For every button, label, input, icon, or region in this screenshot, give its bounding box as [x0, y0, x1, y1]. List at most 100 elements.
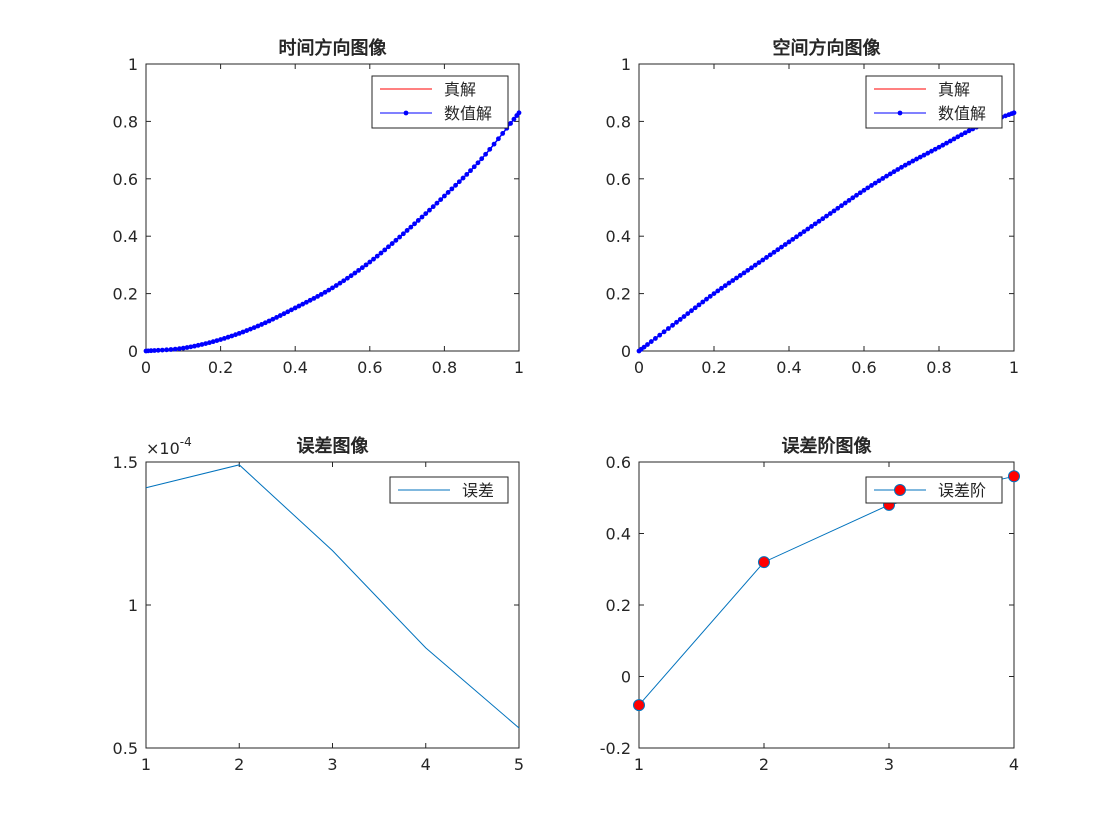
legend-label: 真解 — [444, 80, 476, 99]
data-point — [192, 343, 197, 349]
data-point — [333, 283, 339, 288]
x-tick-label: 2 — [234, 755, 244, 774]
data-point — [820, 216, 826, 222]
y-tick-label: 1.5 — [113, 453, 138, 472]
data-point — [947, 138, 953, 144]
data-point — [670, 322, 675, 328]
data-point — [311, 295, 317, 301]
data-point — [681, 314, 687, 319]
data-point — [801, 229, 807, 235]
data-point — [259, 322, 265, 327]
x-tick-label: 1 — [1009, 358, 1019, 377]
data-point — [449, 186, 455, 192]
y-tick-label: 0 — [621, 342, 631, 361]
axes-box — [145, 461, 520, 749]
x-tick-label: 3 — [327, 755, 337, 774]
data-point — [229, 333, 235, 339]
y-tick-label: 0.8 — [113, 112, 138, 131]
data-point — [386, 244, 391, 250]
data-point — [453, 182, 458, 188]
data-point — [902, 162, 908, 168]
data-point — [692, 305, 698, 311]
data-point — [850, 195, 856, 201]
data-point — [356, 267, 362, 273]
data-point — [959, 132, 964, 138]
y-tick-label: 0.4 — [606, 227, 631, 246]
data-point — [674, 319, 679, 325]
data-point — [962, 130, 968, 136]
plot-area — [636, 110, 1017, 354]
data-point — [248, 326, 253, 332]
data-point — [741, 270, 747, 276]
data-point — [645, 342, 650, 347]
data-point — [393, 237, 399, 243]
data-point — [155, 347, 161, 353]
data-point — [648, 339, 654, 344]
data-point — [760, 257, 766, 263]
data-point — [910, 158, 916, 164]
data-point — [180, 345, 186, 351]
data-point — [337, 280, 343, 286]
data-point — [491, 141, 497, 147]
data-point — [700, 299, 706, 305]
x-tick-label: 4 — [1009, 755, 1019, 774]
data-point — [460, 175, 466, 181]
data-point — [831, 208, 837, 214]
data-point — [378, 250, 384, 256]
data-point — [752, 262, 758, 268]
data-point — [653, 336, 658, 341]
data-point — [951, 136, 957, 142]
data-point — [895, 167, 901, 172]
data-point — [880, 176, 886, 181]
data-point — [281, 311, 287, 317]
data-point — [367, 259, 373, 265]
data-point — [415, 218, 421, 223]
data-point — [1008, 470, 1020, 483]
data-point — [711, 291, 717, 296]
data-point — [315, 294, 320, 299]
data-point — [397, 234, 403, 240]
data-point — [159, 347, 165, 353]
x-tick-label: 0 — [141, 358, 151, 377]
data-point — [719, 285, 724, 291]
data-point — [797, 231, 803, 237]
data-point — [872, 180, 878, 186]
data-point — [262, 320, 268, 326]
data-point — [794, 234, 799, 240]
data-point — [944, 140, 949, 146]
data-point — [734, 275, 739, 281]
data-point — [285, 309, 291, 315]
y-tick-label: 0 — [621, 668, 631, 687]
legend-box — [865, 476, 1003, 504]
data-point — [404, 228, 410, 233]
data-point — [936, 144, 942, 150]
x-tick-label: 1 — [634, 755, 644, 774]
data-point — [827, 211, 833, 216]
y-tick-label: 0.2 — [606, 596, 631, 615]
data-point — [177, 346, 182, 352]
data-point — [925, 150, 931, 156]
y-tick-label: 1 — [128, 596, 138, 615]
data-point — [251, 325, 257, 330]
data-point — [277, 313, 283, 318]
data-point — [303, 299, 309, 305]
x-tick-label: 1 — [514, 358, 524, 377]
data-point — [382, 247, 388, 253]
data-point — [479, 156, 485, 162]
x-tick-label: 0.2 — [208, 358, 233, 377]
data-point — [914, 156, 919, 162]
data-point — [865, 185, 871, 191]
data-point — [471, 164, 477, 170]
chart-title: 时间方向图像 — [279, 37, 388, 59]
data-point — [218, 337, 224, 342]
x-tick-label: 0.4 — [282, 358, 307, 377]
chart-title: 空间方向图像 — [773, 37, 882, 59]
data-point — [430, 204, 436, 210]
data-point — [423, 211, 429, 216]
data-point — [240, 329, 246, 335]
y-tick-label: 1 — [128, 55, 138, 74]
data-point — [456, 179, 462, 185]
data-point — [876, 178, 882, 184]
